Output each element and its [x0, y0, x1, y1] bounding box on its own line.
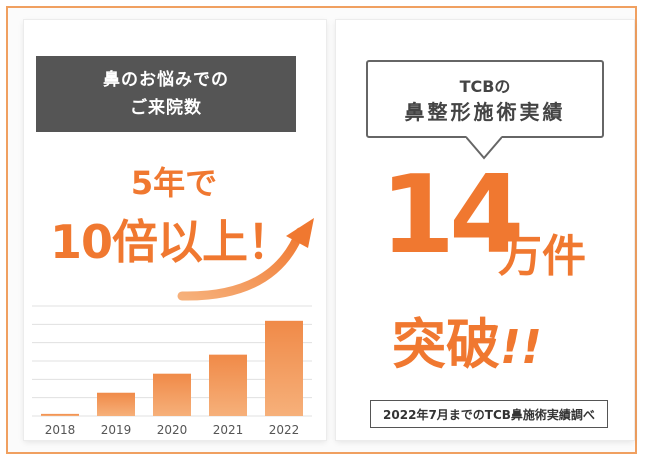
patient-growth-panel: 鼻のお悩みでの ご来院数 5年で 10倍以上！ 2018 2019 2020 2021…: [24, 20, 326, 440]
patient-bar-chart: 2018 2019 2020 2021 2022: [32, 305, 312, 437]
growth-multiplier: 10倍以上！: [50, 215, 293, 269]
header-line-2: ご来院数: [130, 98, 202, 118]
bar-2018: [41, 413, 79, 416]
procedure-label: 鼻整形施術実績: [404, 100, 566, 124]
survey-note: 2022年7月までのTCB鼻施術実績調べ: [370, 400, 608, 428]
growth-arrow-icon: [177, 218, 314, 301]
speech-bubble-tail: [466, 136, 502, 160]
patient-count-header: 鼻のお悩みでの ご来院数: [36, 56, 296, 132]
bar-2022: [265, 320, 303, 416]
x-tick-label: 2022: [269, 423, 300, 437]
procedure-count-unit: 万件: [498, 231, 586, 282]
promo-frame: 鼻のお悩みでの ご来院数 5年で 10倍以上！ 2018 2019 2020 2021…: [6, 6, 637, 454]
bar-2020: [153, 373, 191, 416]
header-line-1: 鼻のお悩みでの: [103, 70, 229, 90]
breakthrough-text: 突破!!: [392, 300, 542, 379]
procedure-speech-bubble: TCBの 鼻整形施術実績: [366, 60, 604, 138]
brand-name: TCB: [459, 77, 495, 96]
breakthrough-word: 突破: [392, 313, 500, 376]
brand-particle: の: [494, 77, 511, 96]
procedure-count-number: 14: [380, 153, 524, 278]
x-tick-label: 2020: [157, 423, 188, 437]
bar-2019: [97, 392, 135, 416]
exclamation-marks: !!: [500, 320, 542, 374]
bar-2021: [209, 354, 247, 416]
x-tick-label: 2018: [45, 423, 76, 437]
x-tick-label: 2021: [213, 423, 244, 437]
growth-period: 5年で: [130, 164, 218, 202]
x-tick-label: 2019: [101, 423, 132, 437]
procedure-count-panel: TCBの 鼻整形施術実績 14 万件 突破!! 2022年7月までのTCB鼻施術…: [336, 20, 634, 440]
